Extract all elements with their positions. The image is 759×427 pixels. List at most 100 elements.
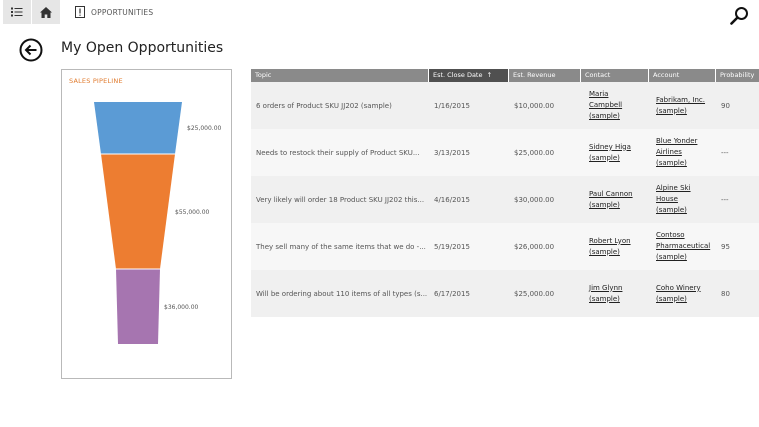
- account-link[interactable]: Fabrikam, Inc. (sample): [651, 82, 716, 129]
- close-date-cell: 4/16/2015: [429, 176, 509, 223]
- account-l2-text: Airlines: [656, 148, 682, 156]
- close-text: 4/16/2015: [434, 195, 470, 204]
- breadcrumb[interactable]: OPPORTUNITIES: [75, 3, 153, 21]
- back-arrow-icon: [19, 38, 43, 62]
- topic-cell: 6 orders of Product SKU JJ202 (sample): [251, 82, 429, 129]
- funnel-stage-3[interactable]: [116, 269, 160, 344]
- contact-link[interactable]: Maria Campbell (sample): [584, 82, 649, 129]
- close-date-cell: 1/16/2015: [429, 82, 509, 129]
- revenue-cell: $10,000.00: [509, 82, 581, 129]
- funnel-stage-2[interactable]: [101, 154, 175, 269]
- close-text: 3/13/2015: [434, 148, 470, 157]
- home-button[interactable]: [32, 0, 60, 24]
- contact-l2-text: Campbell: [589, 101, 623, 109]
- account-link[interactable]: Alpine Ski House (sample): [651, 176, 716, 223]
- table-row[interactable]: 6 orders of Product SKU JJ202 (sample) 1…: [251, 82, 759, 129]
- topic-cell: They sell many of the same items that we…: [251, 223, 429, 270]
- prob-text: 80: [721, 289, 730, 298]
- close-date-cell: 5/19/2015: [429, 223, 509, 270]
- account-l1-text: Coho Winery: [656, 283, 701, 292]
- column-header-topic[interactable]: Topic: [251, 69, 429, 82]
- opportunity-icon: [75, 6, 85, 18]
- prob-text: ---: [721, 148, 729, 157]
- revenue-cell: $26,000.00: [509, 223, 581, 270]
- search-button[interactable]: [730, 6, 750, 26]
- breadcrumb-label: OPPORTUNITIES: [91, 7, 154, 17]
- contact-l2-text: (sample): [589, 247, 620, 256]
- account-l3-text: (sample): [656, 253, 687, 261]
- opportunities-table: Topic Est. Close Date ↑ Est. Revenue Con…: [251, 69, 759, 317]
- table-row[interactable]: Very likely will order 18 Product SKU JJ…: [251, 176, 759, 223]
- revenue-cell: $25,000.00: [509, 270, 581, 317]
- column-header-contact[interactable]: Contact: [581, 69, 649, 82]
- column-header-account[interactable]: Account: [649, 69, 716, 82]
- account-link[interactable]: Blue Yonder Airlines (sample): [651, 129, 716, 176]
- probability-cell: ---: [716, 176, 759, 223]
- contact-l2-text: (sample): [589, 200, 620, 209]
- account-l2-text: (sample): [656, 294, 687, 303]
- close-text: 1/16/2015: [434, 101, 470, 110]
- sales-pipeline-chart: SALES PIPELINE $25,000.00 $55,000.00 $36…: [61, 69, 232, 379]
- contact-l1-text: Maria: [589, 90, 609, 98]
- topic-cell: Needs to restock their supply of Product…: [251, 129, 429, 176]
- funnel-stage-1[interactable]: [94, 102, 182, 154]
- top-bar: OPPORTUNITIES: [0, 0, 759, 26]
- probability-cell: 95: [716, 223, 759, 270]
- close-date-cell: 6/17/2015: [429, 270, 509, 317]
- table-row[interactable]: Needs to restock their supply of Product…: [251, 129, 759, 176]
- close-text: 6/17/2015: [434, 289, 470, 298]
- table-header: Topic Est. Close Date ↑ Est. Revenue Con…: [251, 69, 759, 82]
- topic-cell: Very likely will order 18 Product SKU JJ…: [251, 176, 429, 223]
- column-header-probability[interactable]: Probability: [720, 71, 755, 79]
- account-l3-text: (sample): [656, 206, 687, 214]
- probability-cell: 80: [716, 270, 759, 317]
- home-icon: [40, 6, 52, 18]
- topic-text: Will be ordering about 110 items of all …: [256, 289, 428, 298]
- account-l3-text: (sample): [656, 159, 687, 167]
- revenue-cell: $30,000.00: [509, 176, 581, 223]
- table-row[interactable]: Will be ordering about 110 items of all …: [251, 270, 759, 317]
- topic-cell: Will be ordering about 110 items of all …: [251, 270, 429, 317]
- contact-link[interactable]: Jim Glynn (sample): [584, 270, 649, 317]
- revenue-text: $30,000.00: [514, 195, 555, 204]
- back-button[interactable]: [19, 38, 43, 62]
- funnel-label-2: $55,000.00: [175, 209, 210, 216]
- contact-l1-text: Sidney Higa: [589, 142, 631, 151]
- contact-l1-text: Jim Glynn: [589, 283, 623, 292]
- account-l1-text: Fabrikam, Inc.: [656, 95, 706, 104]
- funnel-label-1: $25,000.00: [187, 125, 222, 132]
- account-link[interactable]: Coho Winery (sample): [651, 270, 716, 317]
- revenue-cell: $25,000.00: [509, 129, 581, 176]
- revenue-text: $10,000.00: [514, 101, 555, 110]
- contact-l2-text: (sample): [589, 153, 620, 162]
- revenue-text: $25,000.00: [514, 289, 555, 298]
- account-l1-text: Blue Yonder: [656, 137, 698, 145]
- contact-l2-text: (sample): [589, 294, 620, 303]
- funnel-label-3: $36,000.00: [164, 304, 199, 311]
- close-date-cell: 3/13/2015: [429, 129, 509, 176]
- prob-text: ---: [721, 195, 729, 204]
- prob-text: 95: [721, 242, 730, 251]
- contact-link[interactable]: Robert Lyon (sample): [584, 223, 649, 270]
- topic-text: Very likely will order 18 Product SKU JJ…: [256, 195, 425, 204]
- account-link[interactable]: Contoso Pharmaceutical (sample): [651, 223, 716, 270]
- contact-link[interactable]: Paul Cannon (sample): [584, 176, 649, 223]
- account-l1-text: Contoso: [656, 231, 685, 239]
- page-title: My Open Opportunities: [61, 40, 224, 56]
- column-header-close-date[interactable]: Est. Close Date ↑: [429, 69, 509, 82]
- account-l1-text: Alpine Ski: [656, 184, 691, 192]
- prob-text: 90: [721, 101, 730, 110]
- probability-cell: 90: [716, 82, 759, 129]
- topic-text: 6 orders of Product SKU JJ202 (sample): [256, 101, 392, 110]
- chart-title: SALES PIPELINE: [69, 77, 123, 85]
- table-row[interactable]: They sell many of the same items that we…: [251, 223, 759, 270]
- probability-cell: ---: [716, 129, 759, 176]
- column-header-revenue[interactable]: Est. Revenue: [509, 69, 581, 82]
- revenue-text: $26,000.00: [514, 242, 555, 251]
- contact-link[interactable]: Sidney Higa (sample): [584, 129, 649, 176]
- sort-ascending-icon: ↑: [486, 71, 493, 79]
- column-header-label: Est. Close Date: [433, 71, 483, 79]
- funnel-svg: $25,000.00 $55,000.00 $36,000.00: [94, 102, 222, 344]
- list-button[interactable]: [3, 0, 31, 24]
- topic-text: They sell many of the same items that we…: [256, 242, 426, 251]
